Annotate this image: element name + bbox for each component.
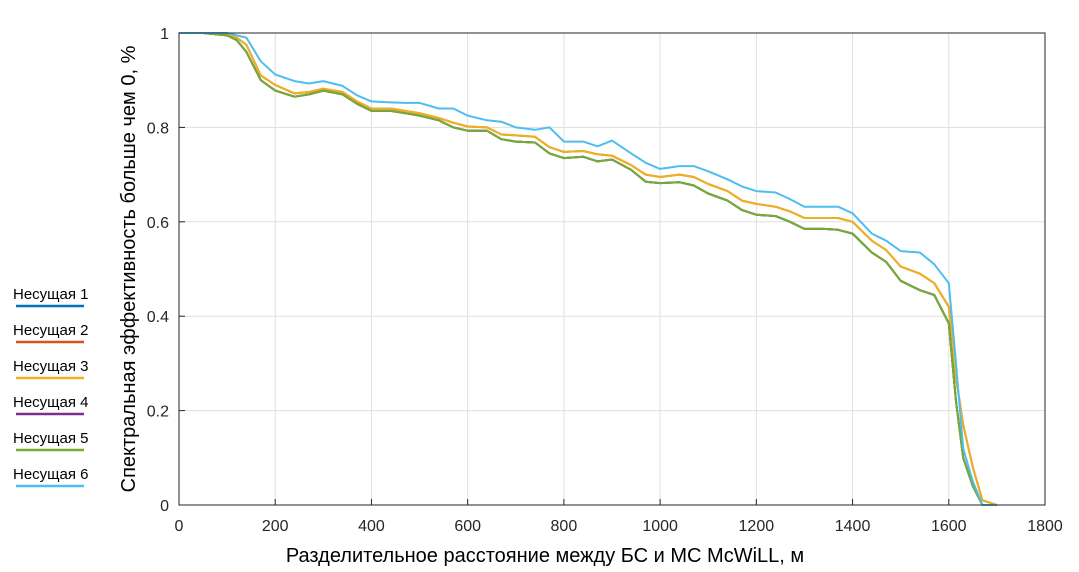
x-tick-label: 800	[551, 518, 578, 535]
legend-label-6: Несущая 6	[13, 466, 89, 483]
y-tick-label: 1	[160, 26, 169, 43]
x-tick-label: 1400	[835, 518, 871, 535]
series-line-6	[179, 32, 997, 506]
plot-frame	[178, 32, 1046, 506]
x-tick-label: 0	[175, 518, 184, 535]
x-tick-label: 600	[454, 518, 481, 535]
legend-label-4: Несущая 4	[13, 394, 89, 411]
series-line-4	[179, 32, 997, 506]
series-line-1	[179, 32, 997, 506]
y-tick-label: 0.6	[147, 215, 169, 232]
y-tick-label: 0.8	[147, 120, 169, 137]
x-tick-label: 200	[262, 518, 289, 535]
x-axis-label: Разделительное расстояние между БС и МС …	[286, 545, 804, 567]
legend-label-1: Несущая 1	[13, 286, 89, 303]
series-layer	[179, 32, 998, 506]
series-line-3	[179, 32, 998, 506]
legend-label-3: Несущая 3	[13, 358, 89, 375]
series-line-2	[179, 32, 998, 506]
y-tick-label: 0.2	[147, 404, 169, 421]
x-tick-label: 1600	[931, 518, 967, 535]
legend: Несущая 1 Несущая 2 Несущая 3 Несущая 4 Несу…	[13, 286, 89, 488]
y-tick-labels: 0 0.2 0.4 0.6 0.8 1	[147, 26, 185, 515]
legend-label-5: Несущая 5	[13, 430, 89, 447]
y-tick-label: 0.4	[147, 309, 169, 326]
x-tick-labels: 0 200 400 600 800 1000 1200 1400 1600 1800	[175, 499, 1063, 535]
x-tick-label: 400	[358, 518, 385, 535]
y-tick-label: 0	[160, 498, 169, 515]
x-tick-label: 1200	[739, 518, 775, 535]
legend-label-2: Несущая 2	[13, 322, 89, 339]
y-axis-label: Спектральная эффективность больше чем 0,…	[118, 45, 140, 492]
grid-layer	[179, 33, 1045, 505]
series-line-5	[179, 32, 997, 506]
x-tick-label: 1000	[642, 518, 678, 535]
x-tick-label: 1800	[1027, 518, 1063, 535]
